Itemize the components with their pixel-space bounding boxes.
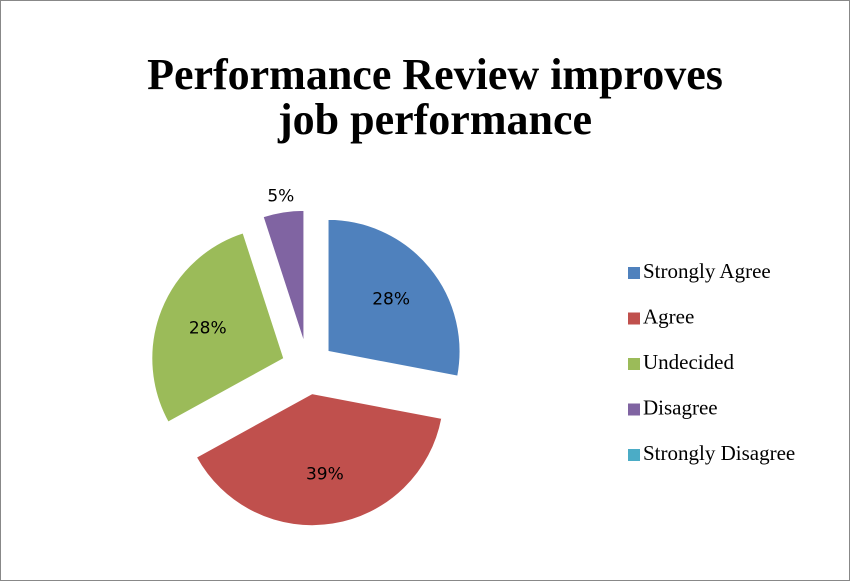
pie-slice: [195, 393, 443, 527]
pie-slice: [151, 232, 285, 423]
legend-swatch: [628, 358, 640, 370]
legend-label: Strongly Agree: [643, 259, 771, 283]
data-label: 28%: [189, 318, 227, 338]
legend-label: Undecided: [643, 350, 734, 374]
legend-swatch: [628, 312, 640, 325]
legend-swatch: [628, 267, 640, 279]
data-label: 28%: [372, 289, 410, 309]
pie-slice: [327, 218, 461, 377]
pie-slice: [262, 209, 305, 343]
legend-label: Disagree: [643, 395, 718, 419]
legend-swatch: [628, 449, 640, 461]
legend-label: Strongly Disagree: [643, 441, 795, 465]
data-label: 5%: [267, 186, 294, 206]
legend-label: Agree: [643, 304, 694, 328]
chart-title: Performance Review improves job performan…: [147, 50, 723, 144]
data-label: 39%: [306, 465, 344, 485]
legend-swatch: [628, 403, 640, 416]
